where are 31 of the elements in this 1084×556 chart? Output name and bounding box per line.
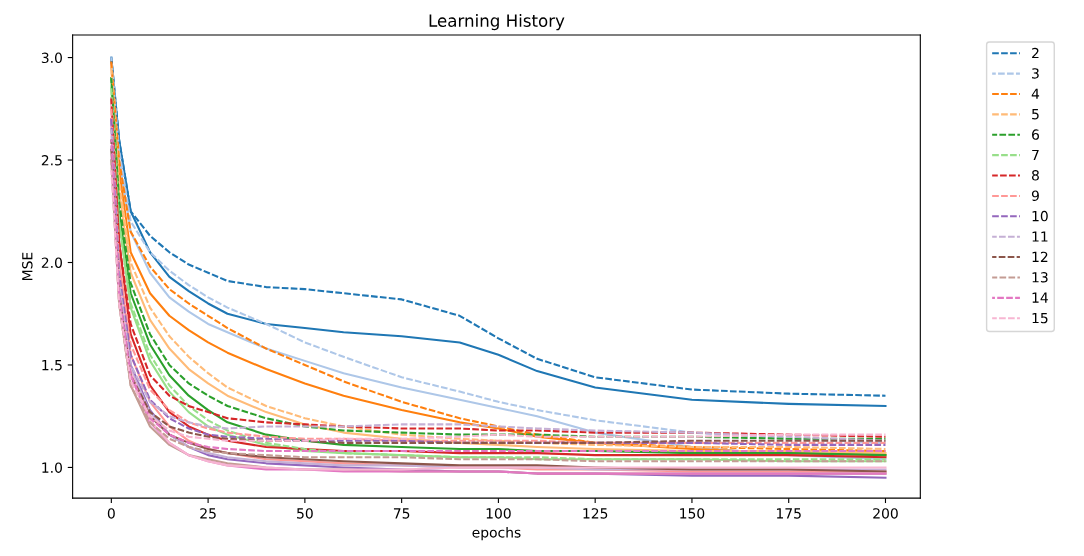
y-axis-title: MSE — [22, 252, 33, 281]
legend-label: 11 — [1032, 231, 1048, 242]
legend-label: 3 — [1032, 68, 1039, 79]
x-tick-label: 75 — [393, 508, 410, 519]
y-tick-label: 1.5 — [42, 360, 62, 371]
legend-label: 5 — [1032, 109, 1039, 120]
x-tick-label: 175 — [776, 508, 801, 519]
y-tick-label: 2.5 — [41, 155, 62, 166]
y-tick-label: 2.0 — [41, 257, 62, 268]
x-tick-label: 25 — [200, 508, 216, 519]
x-tick-label: 0 — [107, 508, 115, 519]
legend-label: 14 — [1032, 292, 1048, 303]
legend-label: 12 — [1032, 251, 1048, 262]
x-axis-title: epochs — [472, 526, 521, 541]
legend-label: 9 — [1031, 190, 1039, 201]
legend-label: 15 — [1032, 312, 1048, 324]
legend-label: 2 — [1032, 47, 1039, 59]
legend-label: 4 — [1031, 88, 1040, 99]
x-tick-label: 200 — [873, 508, 898, 519]
legend-label: 10 — [1032, 210, 1048, 222]
legend-label: 7 — [1032, 149, 1039, 161]
legend-label: 8 — [1031, 170, 1039, 181]
x-tick-label: 150 — [680, 508, 705, 519]
chart-title: Learning History — [429, 14, 565, 31]
x-tick-label: 50 — [297, 508, 313, 519]
legend-label: 6 — [1032, 129, 1040, 140]
legend-label: 13 — [1032, 272, 1048, 283]
x-tick-label: 100 — [486, 508, 511, 519]
y-tick-label: 3.0 — [41, 52, 62, 64]
y-tick-label: 1.0 — [42, 462, 62, 473]
x-tick-label: 125 — [583, 508, 608, 519]
